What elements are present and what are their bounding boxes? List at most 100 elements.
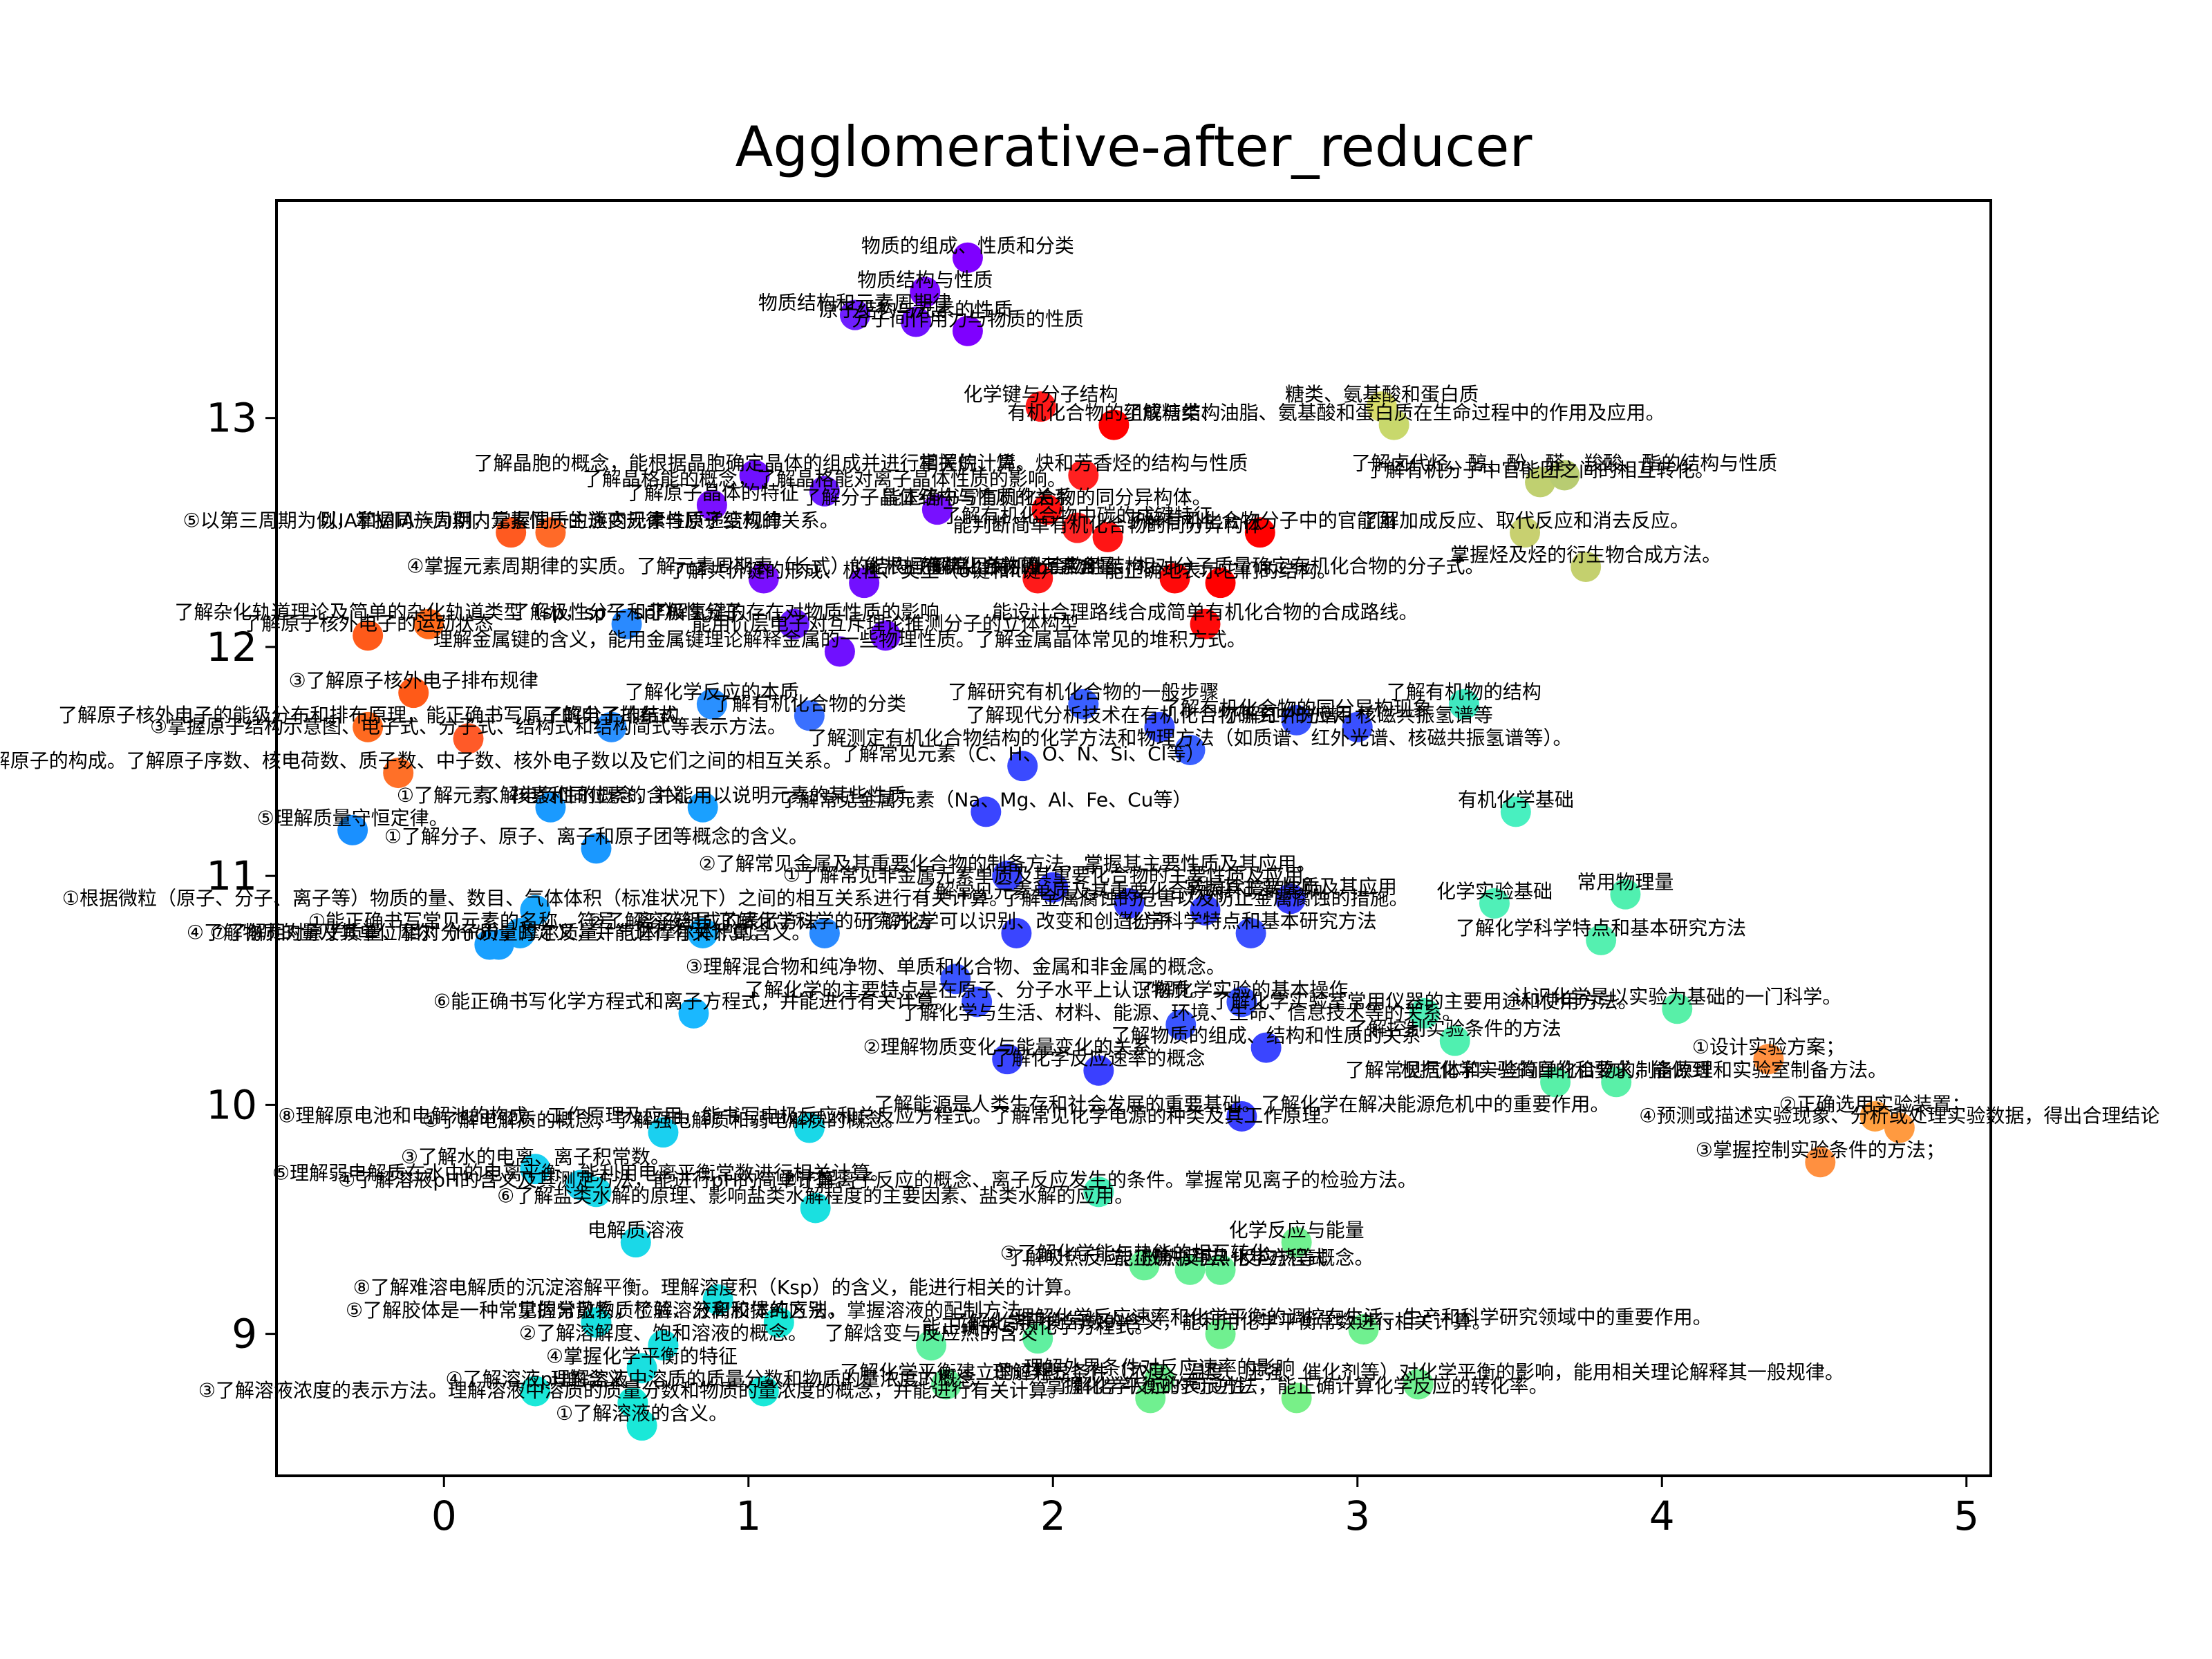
point-label: ①根据微粒（原子、分子、离子等）物质的量、数目、气体体积（标准状况下）之间的相互… <box>62 887 1009 910</box>
point-label: 了解化学反应速率的概念 <box>992 1047 1205 1070</box>
data-point <box>1068 688 1099 720</box>
data-point <box>809 917 840 948</box>
data-point <box>1250 1032 1282 1063</box>
data-point <box>763 1307 794 1338</box>
point-label: 了解有机物的结构 <box>1387 681 1541 704</box>
data-point <box>1022 1323 1053 1354</box>
data-point <box>940 964 971 995</box>
data-point <box>520 1154 551 1185</box>
data-point <box>1525 467 1556 498</box>
point-label: 了解化学平衡建立的过程 <box>840 1361 1053 1384</box>
point-label: 化学科学特点和基本研究方法 <box>1125 910 1377 932</box>
point-label: 理解溶液中溶质的质量分数和物质的量浓度的概念 <box>551 1367 977 1390</box>
point-label: 了解物质的组成、结构和性质的关系 <box>1112 1024 1421 1047</box>
data-point <box>849 568 880 599</box>
point-label: 能判断简单有机化合物的同分异构体 <box>953 514 1263 536</box>
data-point <box>1342 711 1373 742</box>
point-label: 了解有机化合物的同分异构现象 <box>1161 697 1432 720</box>
data-point <box>1144 711 1175 742</box>
data-point <box>1022 563 1053 594</box>
point-label: ⑤了解胶体是一种常见的分散系，了解溶液和胶体的区别。 <box>346 1299 847 1322</box>
data-point <box>1025 391 1056 422</box>
point-label: 了解杂化轨道理论及简单的杂化轨道类型（sp，sp²，sp³） <box>174 601 683 624</box>
data-point <box>620 1227 651 1258</box>
x-tick-label: 3 <box>1344 1492 1370 1539</box>
point-label: 有机化学基础 <box>1458 788 1574 811</box>
data-point <box>794 1112 825 1143</box>
data-point <box>453 723 484 754</box>
data-point <box>1083 1055 1114 1086</box>
data-point <box>678 997 709 1029</box>
data-point <box>483 929 514 960</box>
data-point <box>1753 1044 1784 1075</box>
point-label: ③了解化学能与热能的相互转化。 <box>1000 1241 1288 1264</box>
data-point <box>809 476 840 507</box>
data-point <box>916 1330 947 1361</box>
data-point <box>520 894 551 926</box>
data-point <box>992 1044 1023 1075</box>
y-tick-label: 11 <box>206 852 257 899</box>
point-label: ②了解溶解度、饱和溶液的概念。 <box>519 1322 807 1344</box>
x-tick-label: 1 <box>735 1492 761 1539</box>
point-label: 了解测定有机化合物结构的化学方法和物理方法（如质谱、红外光谱、核磁共振氢谱等）。 <box>807 727 1572 749</box>
data-point <box>962 986 993 1018</box>
data-point <box>1275 883 1306 915</box>
data-point <box>1549 460 1580 491</box>
point-label: 掌握烃及烃的衍生物合成方法。 <box>1450 543 1721 566</box>
point-label: ④掌握化学平衡的特征 <box>546 1344 738 1367</box>
data-point <box>1805 1147 1836 1178</box>
data-point <box>581 833 612 864</box>
data-point <box>1190 894 1221 926</box>
x-tick-label: 4 <box>1649 1492 1675 1539</box>
point-label: ②正确选用实验装置； <box>1779 1093 1971 1116</box>
data-point <box>739 460 770 491</box>
point-label: 物质结构和元素周期律 <box>758 292 952 315</box>
point-label: 了解分子的结构 <box>544 704 679 727</box>
point-label: 能正确书写有机化合物的同分异构体。 <box>882 486 1211 509</box>
data-point <box>1884 1112 1915 1143</box>
point-label: 分子间作用力与物质的性质 <box>852 308 1084 330</box>
point-label: ②理解物质变化与能量变化的关系 <box>863 1035 1152 1058</box>
point-label: 常用物理量 <box>1577 871 1674 894</box>
data-point <box>952 315 983 346</box>
point-label: 了解有机分子中官能团之间的相互转化。 <box>1366 458 1714 481</box>
data-point <box>971 796 1002 827</box>
point-label: 了解化学反应的可逆性 <box>1053 1374 1247 1397</box>
data-point <box>1098 409 1130 440</box>
data-point <box>1500 796 1531 827</box>
data-point <box>800 1192 831 1224</box>
y-tick-label: 12 <box>206 624 257 671</box>
data-point <box>1244 517 1275 548</box>
data-point <box>1001 917 1032 948</box>
point-label: 掌握其主要性质及其应用 <box>1184 875 1397 898</box>
point-label: ①了解溶液的含义。 <box>556 1402 728 1425</box>
point-label: 了解有机化合物的分类 <box>713 692 906 715</box>
data-point <box>611 608 642 639</box>
point-label: 掌握烷、烯、炔和芳香烃的结构与性质 <box>919 451 1248 474</box>
point-label: 了解金属腐蚀的危害以及防止金属腐蚀的措施。 <box>1002 887 1409 910</box>
point-label: ③了解水的电离、离子积常数。 <box>401 1145 670 1168</box>
data-point <box>626 1353 657 1384</box>
point-label: ③了解原子核外电子排布规律 <box>289 669 538 692</box>
point-label: ②了解常见金属及其重要化合物的制备方法，掌握其主要性质及其应用。 <box>699 852 1316 875</box>
data-point <box>702 1284 733 1315</box>
point-label: ①了解电解质的概念，了解强电解质和弱电解质的概念。 <box>422 1109 904 1132</box>
data-point <box>1083 1177 1114 1208</box>
point-label: 了解常见有机化合物的结构。 <box>912 555 1163 578</box>
data-point <box>1601 1067 1632 1098</box>
point-label: 了解化学反应的本质 <box>625 681 799 704</box>
data-point <box>1174 734 1206 765</box>
point-label: 了解研究有机化合物的一般步骤 <box>948 681 1219 704</box>
point-label: ①能正确书写常见元素的名称、符号、离子符号。 <box>308 910 732 932</box>
point-label: ⑤以第三周期为例，掌握同一周期内元素性质的递变规律与原子结构的关系。 <box>183 509 839 532</box>
point-label: 了解现代分析技术在有机化合物研究中的应用 <box>966 704 1353 727</box>
data-point <box>870 620 901 651</box>
data-point <box>1439 1025 1470 1056</box>
point-label: ⑧理解原电池和电解池的构成、工作原理及应用，能书写电极反应和总反应方程式。了解常… <box>278 1105 1340 1127</box>
point-label: 了解常见元素（C、H、O、N、Si、Cl等） <box>840 742 1205 765</box>
point-label: ③掌握原子结构示意图、电子式、分子式、结构式和结构简式等表示方法。 <box>150 715 787 738</box>
point-label: 了解焓变与反应热的含义 <box>825 1322 1038 1344</box>
point-label: 能用价层电子对互斥理论推测分子的立体构型 <box>692 612 1079 635</box>
